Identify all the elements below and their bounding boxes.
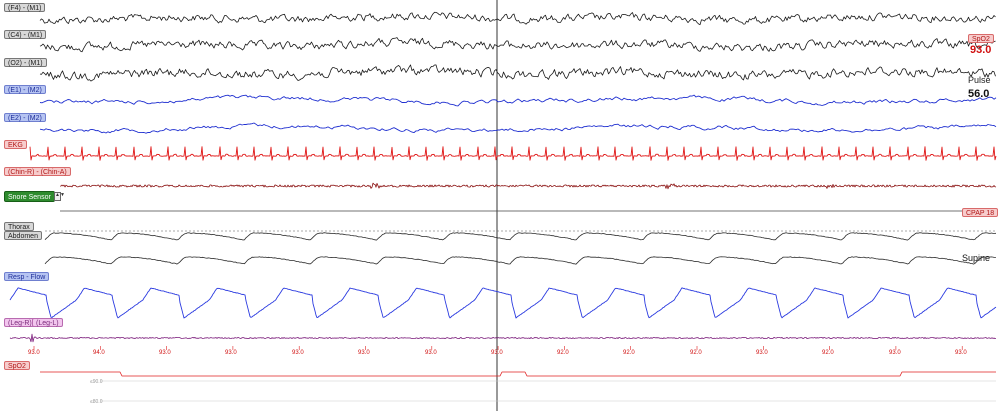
spo2-value-readout: 93.0: [28, 350, 40, 356]
eeg-trace-c4: [39, 37, 996, 53]
channel-label-o2[interactable]: (O2) - (M1): [4, 58, 47, 67]
channel-label-leg-l[interactable]: (Leg-L): [32, 318, 63, 327]
spo2-value-readout: 94.0: [93, 350, 105, 356]
cpap-label: CPAP 18: [962, 208, 999, 217]
chin-emg-trace: [59, 182, 997, 190]
spo2-scale-label: ≤80.0: [90, 399, 103, 405]
eog-trace-e1: [39, 94, 997, 107]
spo2-value-readout: 93.0: [292, 350, 304, 356]
pulse-readout-label: Pulse: [968, 75, 991, 85]
snore-scale-spinner[interactable]: ▲▼: [54, 192, 65, 201]
channel-label-thorax[interactable]: Thorax: [4, 222, 34, 231]
spo2-value-readout: 92.0: [623, 350, 635, 356]
spo2-trend-trace: [40, 371, 996, 377]
channel-label-abdomen[interactable]: Abdomen: [4, 231, 42, 240]
channel-label-chin[interactable]: (Chin-R) - (Chin-A): [4, 167, 71, 176]
spo2-value-readout: 92.0: [690, 350, 702, 356]
spo2-value-readout: 93.0: [756, 350, 768, 356]
channel-label-c4[interactable]: (C4) - (M1): [4, 30, 47, 39]
spo2-scale-label: ≤90.0: [90, 379, 103, 385]
spo2-value-readout: 93.0: [425, 350, 437, 356]
spo2-value-readout: 93.0: [358, 350, 370, 356]
ekg-trace: [29, 146, 997, 161]
eog-trace-e2: [39, 122, 997, 134]
channel-label-snore[interactable]: Snore Sensor: [4, 191, 55, 202]
spo2-readout-value: 93.0: [970, 44, 992, 56]
channel-label-spo2[interactable]: SpO2: [4, 361, 30, 370]
spo2-value-readout: 93.0: [491, 350, 503, 356]
channel-label-leg-r[interactable]: (Leg-R): [4, 318, 36, 327]
spo2-value-readout: 92.0: [822, 350, 834, 356]
eeg-trace-o2: [39, 64, 996, 82]
body-position-label: Supine: [962, 253, 991, 263]
spo2-value-readout: 93.0: [159, 350, 171, 356]
channel-label-e1[interactable]: (E1) - (M2): [4, 85, 46, 94]
pulse-readout-value: 56.0: [968, 88, 990, 100]
spo2-readout-label: SpO2: [968, 34, 994, 43]
spo2-value-readout: 93.0: [889, 350, 901, 356]
channel-label-e2[interactable]: (E2) - (M2): [4, 113, 46, 122]
spo2-value-readout: 93.0: [225, 350, 237, 356]
abdomen-effort-trace: [44, 256, 997, 265]
spo2-value-readout: 93.0: [955, 350, 967, 356]
channel-label-resp-flow[interactable]: Resp - Flow: [4, 272, 50, 281]
leg-emg-trace: [9, 333, 997, 343]
channel-label-ekg[interactable]: EKG: [4, 140, 27, 149]
spo2-value-readout: 92.0: [557, 350, 569, 356]
eeg-trace-f4: [39, 11, 996, 26]
resp-flow-trace: [9, 287, 997, 319]
thorax-effort-trace: [44, 232, 997, 241]
channel-label-f4[interactable]: (F4) - (M1): [4, 3, 46, 12]
